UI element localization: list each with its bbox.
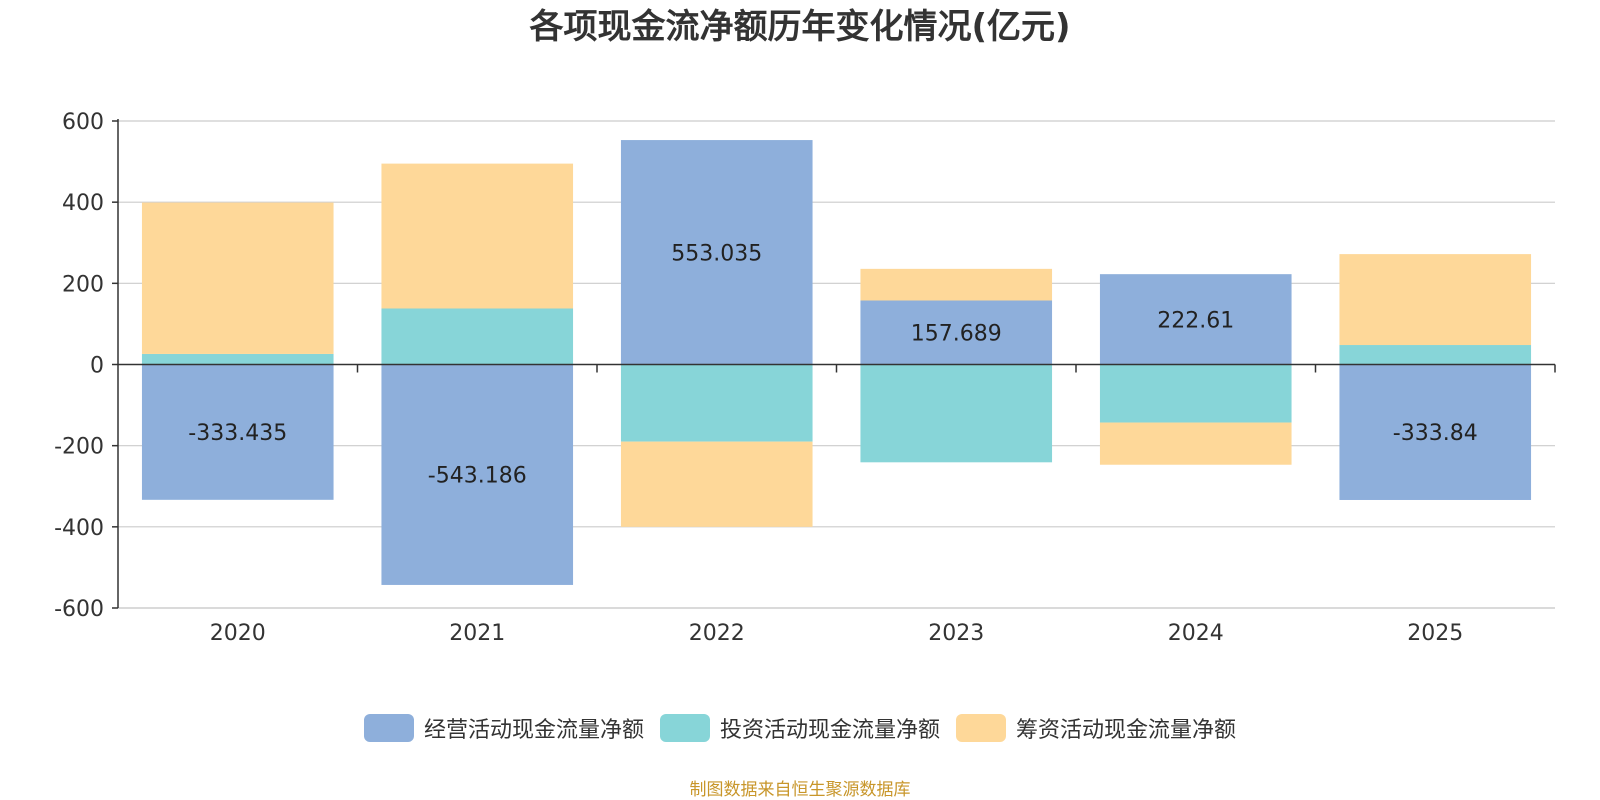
data-label-2022: 553.035 xyxy=(671,241,762,266)
x-tick-label: 2023 xyxy=(928,621,984,646)
legend-item-1[interactable]: 经营活动现金流量净额 xyxy=(363,712,644,744)
bar-series3-2020 xyxy=(141,202,334,354)
bar-series3-2022 xyxy=(620,441,813,527)
legend-item-3[interactable]: 筹资活动现金流量净额 xyxy=(956,712,1236,744)
bar-series1-2021 xyxy=(381,364,574,585)
legend-swatch xyxy=(363,714,414,742)
bar-series2-2025 xyxy=(1339,345,1532,365)
bars xyxy=(141,140,1532,585)
data-label-2024: 222.61 xyxy=(1157,308,1234,333)
legend-swatch xyxy=(956,714,1006,742)
bar-series2-2022 xyxy=(620,364,813,442)
bar-series3-2023 xyxy=(860,268,1053,301)
legend-label: 筹资活动现金流量净额 xyxy=(1016,718,1237,743)
y-tick-label: -400 xyxy=(54,516,104,541)
x-tick-label: 2022 xyxy=(689,621,745,646)
bar-series3-2021 xyxy=(381,163,574,309)
bar-series3-2025 xyxy=(1339,254,1532,346)
chart-title: 各项现金流净额历年变化情况(亿元) xyxy=(529,7,1071,47)
y-tick-label: 0 xyxy=(90,354,104,379)
grid-lines xyxy=(118,120,1555,609)
x-tick-label: 2020 xyxy=(210,621,266,646)
legend: 经营活动现金流量净额 投资活动现金流量净额 筹资活动现金流量净额 xyxy=(0,712,1600,744)
x-tick-label: 2024 xyxy=(1168,621,1224,646)
data-label-2025: -333.84 xyxy=(1393,421,1478,446)
bar-series1-2025 xyxy=(1339,364,1532,500)
data-label-2020: -333.435 xyxy=(188,421,287,446)
bar-series2-2024 xyxy=(1099,364,1292,423)
legend-label: 经营活动现金流量净额 xyxy=(423,718,644,743)
legend-item-2[interactable]: 投资活动现金流量净额 xyxy=(659,712,940,744)
y-tick-label: 200 xyxy=(62,272,104,297)
bar-series3-2024 xyxy=(1099,422,1292,465)
stacked-bar-chart: 600 400 200 0 -200 -400 -600 2020 2021 2022 2023 20… xyxy=(54,110,1556,646)
data-labels: -333.435 -543.186 553.035 157.689 222.61 -333… xyxy=(188,241,1477,488)
y-tick-label: 600 xyxy=(62,110,104,135)
bar-series2-2021 xyxy=(381,308,574,365)
axes: 600 400 200 0 -200 -400 -600 2020 2021 2022 2023 20… xyxy=(54,110,1556,646)
bar-series1-2023 xyxy=(860,300,1053,365)
data-label-2023: 157.689 xyxy=(911,322,1002,347)
bar-series1-2022 xyxy=(620,140,813,365)
bar-series1-2024 xyxy=(1099,274,1292,365)
source-note: 制图数据来自恒生聚源数据库 xyxy=(689,780,911,800)
bar-series2-2023 xyxy=(860,364,1053,463)
y-tick-label: 400 xyxy=(62,191,104,216)
legend-label: 投资活动现金流量净额 xyxy=(719,718,940,743)
bar-series1-2020 xyxy=(141,364,334,500)
y-tick-label: -600 xyxy=(54,597,104,622)
x-tick-label: 2025 xyxy=(1407,621,1463,646)
bar-series2-2020 xyxy=(141,353,334,365)
legend-swatch xyxy=(659,714,710,742)
y-tick-label: -200 xyxy=(54,435,104,460)
data-label-2021: -543.186 xyxy=(428,464,527,489)
x-tick-label: 2021 xyxy=(449,621,505,646)
